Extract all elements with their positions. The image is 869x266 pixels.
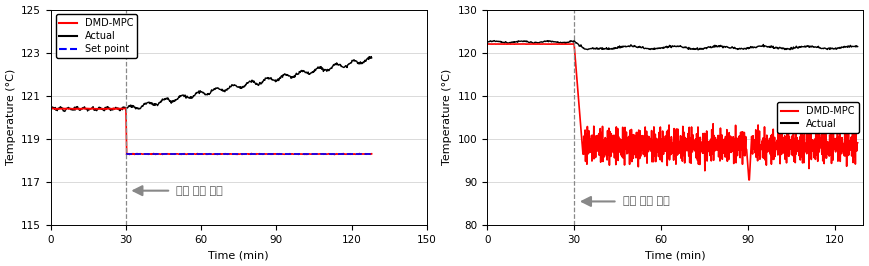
X-axis label: Time (min): Time (min): [645, 251, 706, 260]
X-axis label: Time (min): Time (min): [209, 251, 269, 260]
Y-axis label: Temperature (°C): Temperature (°C): [5, 69, 16, 165]
Y-axis label: Temperature (°C): Temperature (°C): [442, 69, 452, 165]
Legend: DMD-MPC, Actual, Set point: DMD-MPC, Actual, Set point: [56, 14, 137, 58]
Text: 제어 수행 시점: 제어 수행 시점: [176, 186, 222, 196]
Text: 제어 수행 시점: 제어 수행 시점: [623, 197, 670, 206]
Legend: DMD-MPC, Actual: DMD-MPC, Actual: [777, 102, 859, 133]
